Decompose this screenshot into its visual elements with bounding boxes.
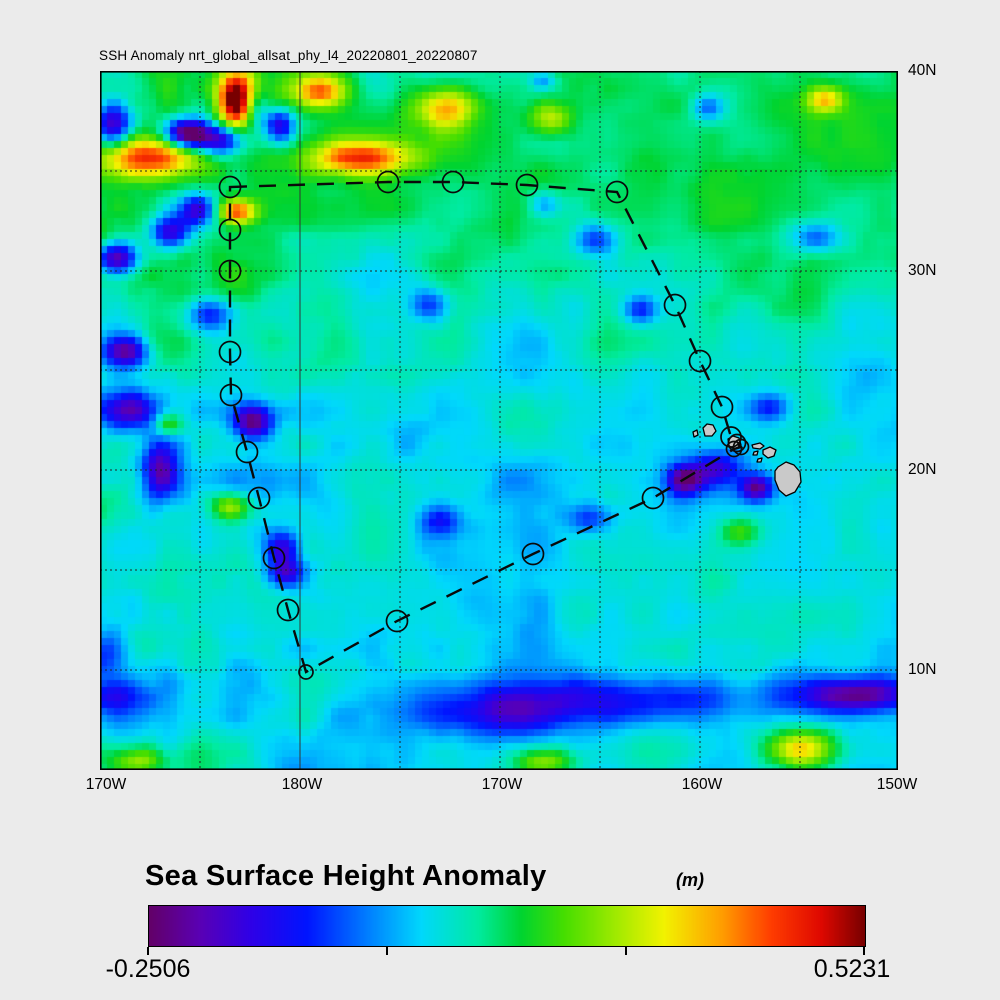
track-waypoint-circle: [725, 440, 743, 458]
track-waypoint-circle: [605, 180, 629, 204]
lon-label: 170W: [85, 776, 127, 793]
lat-label: 10N: [908, 661, 937, 678]
track-waypoint-circle: [688, 349, 712, 373]
track-waypoint-circle: [441, 170, 465, 194]
island-niihau: [692, 429, 699, 438]
track-waypoint-circle: [710, 395, 734, 419]
track-waypoint-circle: [218, 259, 242, 283]
island-kauai: [702, 423, 717, 437]
track-waypoint-circle: [663, 293, 687, 317]
track-waypoint-circle: [641, 486, 665, 510]
colorbar-tick: [863, 947, 865, 955]
island-lanai: [752, 450, 759, 456]
track-waypoint-circle: [218, 218, 242, 242]
lon-label: 180W: [281, 776, 323, 793]
colorbar-max-value: 0.5231: [813, 955, 891, 983]
track-waypoint-circle: [219, 383, 243, 407]
lat-label: 20N: [908, 461, 937, 478]
colorbar-unit: (m): [676, 870, 704, 890]
island-kahoolawe: [756, 457, 763, 463]
island-maui: [762, 446, 777, 459]
track-waypoint-circle: [521, 542, 545, 566]
figure-title: SSH Anomaly nrt_global_allsat_phy_l4_202…: [99, 48, 478, 63]
track-waypoint-circle: [732, 438, 750, 456]
track-waypoint-circle: [515, 173, 539, 197]
lon-label: 170W: [481, 776, 523, 793]
track-waypoint-circle: [262, 546, 286, 570]
map-border: [100, 71, 898, 770]
colorbar-tick: [624, 947, 627, 955]
island-big-island: [774, 461, 802, 497]
colorbar-tick: [147, 947, 149, 955]
track-dashed-path: [228, 180, 744, 674]
colorbar-min-value: -0.2506: [105, 955, 191, 983]
map-overlay: [100, 71, 898, 770]
track-waypoint-circle: [376, 170, 400, 194]
track-waypoint-circle: [720, 426, 742, 448]
lat-label: 40N: [908, 62, 937, 79]
track-waypoint-circle: [218, 340, 242, 364]
lon-label: 150W: [876, 776, 918, 793]
track-waypoint-circle: [276, 598, 300, 622]
colorbar-heading: Sea Surface Height Anomaly: [145, 860, 547, 892]
colorbar-gradient-canvas: [149, 906, 865, 946]
colorbar-tick: [386, 947, 388, 955]
lat-label: 30N: [908, 262, 937, 279]
track-waypoint-circle: [235, 440, 259, 464]
island-molokai: [751, 442, 765, 450]
ssh-map: [100, 71, 898, 770]
colorbar: [148, 905, 866, 947]
track-waypoint-circle: [218, 175, 242, 199]
track-waypoint-circle: [298, 664, 314, 680]
lon-label: 160W: [681, 776, 723, 793]
track-waypoint-circle: [247, 486, 271, 510]
track-waypoint-circle: [385, 609, 409, 633]
